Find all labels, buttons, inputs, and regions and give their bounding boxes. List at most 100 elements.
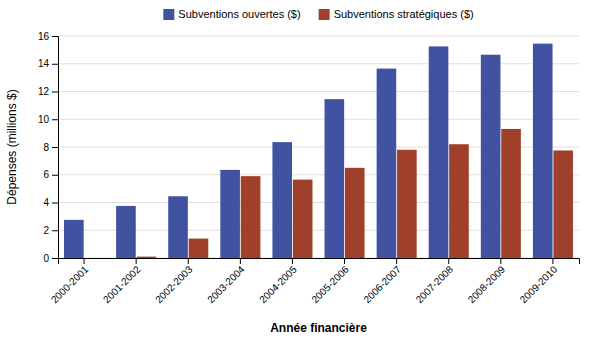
grid-line [58,174,579,175]
x-tick: 2001-2002 [101,258,143,305]
bar-series [137,129,573,258]
axis-line [59,259,580,265]
plot: 0 2 4 6 8 10 12 14 16 2000-20012001-20022002-2003… [38,31,580,306]
x-tick: 2004-2005 [257,258,299,305]
bar [241,176,261,258]
tick-label: 2000-2001 [49,263,91,305]
tick-label: 2007-2008 [414,263,456,305]
bar [84,258,104,259]
y-tick: 4 [43,197,58,208]
tick-label: 14 [38,58,50,69]
grid [58,36,579,258]
y-axis: 0 2 4 6 8 10 12 14 16 [38,31,59,264]
tick-label: 2001-2002 [101,263,143,305]
bar [533,44,553,258]
y-tick: 6 [43,169,58,180]
legend-swatch [163,9,174,20]
tick-mark [84,258,85,264]
y-tick: 8 [43,142,58,153]
tick-mark [396,258,397,264]
tick-mark [552,258,553,264]
tick-mark [52,203,58,204]
tick-mark [448,258,449,264]
tick-mark [52,36,58,37]
bar [137,257,157,258]
tick-label: 2003-2004 [205,263,247,305]
x-axis-title: Année financière [270,321,367,335]
grid-line [58,91,579,92]
x-tick: 2003-2004 [205,258,247,305]
tick-label: 6 [43,169,49,180]
bar [501,129,521,258]
tick-mark [136,258,137,264]
tick-mark [52,119,58,120]
tick-mark [500,258,501,264]
bar [553,150,573,258]
grid-line [58,202,579,203]
tick-mark [52,147,58,148]
bar [64,220,84,258]
bar [116,206,136,258]
grid-line [58,119,579,120]
axis-line [52,37,59,259]
legend-item: Subventions ouvertes ($) [163,8,300,20]
y-tick: 14 [38,58,58,69]
bar [325,99,345,258]
tick-mark [52,230,58,231]
tick-label: 2008-2009 [466,263,508,305]
x-tick: 2007-2008 [414,258,456,305]
legend-label: Subventions stratégiques ($) [334,8,474,20]
tick-mark [344,258,345,264]
y-tick: 2 [43,225,58,236]
grid-line [58,230,579,231]
x-tick: 2006-2007 [361,258,403,305]
tick-label: 10 [38,114,50,125]
x-tick: 2002-2003 [153,258,195,305]
x-tick: 2000-2001 [49,258,91,305]
legend-label: Subventions ouvertes ($) [178,8,300,20]
chart: 0 2 4 6 8 10 12 14 16 2000-20012001-20022002-2003… [0,0,595,340]
x-tick: 2008-2009 [466,258,508,305]
legend-item: Subventions stratégiques ($) [319,8,474,20]
grid-line [58,63,579,64]
tick-mark [52,64,58,65]
x-tick: 2009-2010 [518,258,560,305]
tick-label: 2004-2005 [257,263,299,305]
bar [293,180,313,258]
tick-mark [52,175,58,176]
grid-line [58,147,579,148]
tick-mark [52,258,58,259]
tick-label: 2005-2006 [309,263,351,305]
tick-label: 16 [38,31,50,42]
y-axis-title: Dépenses (millions $) [5,89,19,204]
bar [189,239,209,258]
bar-series [64,44,553,258]
tick-label: 2009-2010 [518,263,560,305]
bar [377,69,397,258]
bar [397,150,417,258]
tick-label: 2006-2007 [361,263,403,305]
bars [64,44,573,258]
y-tick: 12 [38,86,58,97]
legend: Subventions ouvertes ($) Subventions stra… [163,8,473,20]
x-tick: 2005-2006 [309,258,351,305]
legend-swatch [319,9,330,20]
tick-label: 2002-2003 [153,263,195,305]
y-tick: 10 [38,114,58,125]
x-axis: 2000-20012001-20022002-20032003-20042004… [49,258,580,305]
tick-label: 8 [43,142,49,153]
tick-label: 2 [43,225,49,236]
tick-mark [292,258,293,264]
tick-label: 0 [43,253,49,264]
bar [449,144,469,258]
bar [481,55,501,258]
tick-label: 4 [43,197,49,208]
bar [220,170,240,258]
bar [429,46,449,258]
grid-line [58,36,579,37]
bar [272,142,292,258]
tick-mark [188,258,189,264]
tick-mark [52,92,58,93]
y-tick: 16 [38,31,58,42]
bar [345,168,365,258]
